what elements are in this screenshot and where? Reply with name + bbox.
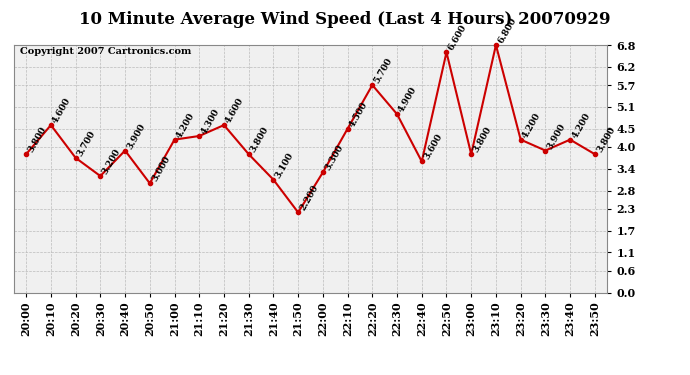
- Text: 4.200: 4.200: [175, 111, 197, 140]
- Text: 3.800: 3.800: [471, 125, 493, 154]
- Text: 3.800: 3.800: [248, 125, 270, 154]
- Text: Copyright 2007 Cartronics.com: Copyright 2007 Cartronics.com: [20, 48, 191, 57]
- Text: 4.600: 4.600: [51, 96, 72, 125]
- Text: 2.200: 2.200: [298, 184, 320, 212]
- Text: 4.200: 4.200: [521, 111, 542, 140]
- Text: 6.600: 6.600: [446, 23, 469, 52]
- Text: 3.000: 3.000: [150, 154, 172, 183]
- Text: 3.800: 3.800: [595, 125, 617, 154]
- Text: 3.700: 3.700: [76, 129, 97, 158]
- Text: 3.300: 3.300: [323, 143, 345, 172]
- Text: 10 Minute Average Wind Speed (Last 4 Hours) 20070929: 10 Minute Average Wind Speed (Last 4 Hou…: [79, 11, 611, 28]
- Text: 4.200: 4.200: [570, 111, 592, 140]
- Text: 3.100: 3.100: [273, 151, 295, 180]
- Text: 6.800: 6.800: [496, 16, 518, 45]
- Text: 3.600: 3.600: [422, 132, 444, 162]
- Text: 4.900: 4.900: [397, 85, 419, 114]
- Text: 5.700: 5.700: [373, 56, 394, 85]
- Text: 3.900: 3.900: [545, 122, 567, 150]
- Text: 3.800: 3.800: [26, 125, 48, 154]
- Text: 4.500: 4.500: [348, 100, 369, 129]
- Text: 3.200: 3.200: [100, 147, 122, 176]
- Text: 4.300: 4.300: [199, 107, 221, 136]
- Text: 3.900: 3.900: [125, 122, 147, 150]
- Text: 4.600: 4.600: [224, 96, 246, 125]
